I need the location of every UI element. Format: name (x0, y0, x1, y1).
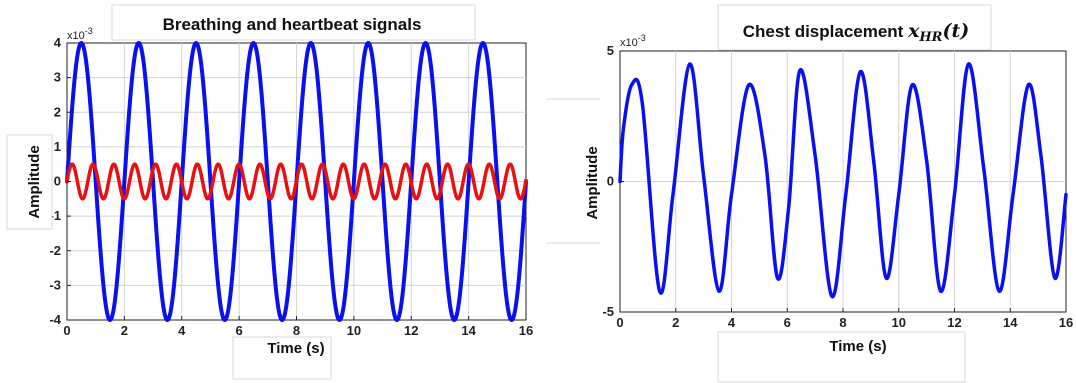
chart-2-x-label: Time (s) (829, 338, 886, 355)
chart-1-x-label: Time (s) (267, 340, 324, 357)
chart-1-title-box (111, 4, 476, 41)
chart-2-y-label: Amplitude (584, 146, 601, 219)
chart-2-y-ticks: 5 0 -5 (602, 43, 624, 319)
chart-1-x-tick-label: 14 (461, 323, 476, 338)
chart-1-y-tick-label: 4 (54, 35, 62, 50)
chart-1-xlabel-box (232, 336, 332, 380)
chart-1-x-tick-label: 2 (121, 323, 128, 338)
chart-2-title: Chest displacement xHR(t) (743, 20, 970, 45)
chart-2-title-box (717, 4, 992, 51)
chart-1-y-tick-label: 2 (54, 104, 61, 119)
chart-2-x-tick-label: 14 (1003, 315, 1018, 330)
chart-2-title-text: Chest displacement (743, 22, 908, 41)
chart-2-y-tick-label: 0 (607, 174, 614, 189)
chart-2: Chest displacement xHR(t) 0 2 4 6 8 10 12 14 16 … (546, 4, 1073, 383)
chart-2-x-tick-label: 6 (784, 315, 791, 330)
chart-2-x-tick-label: 16 (1059, 315, 1073, 330)
chart-2-series (618, 62, 1068, 299)
chart-1-x-ticks: 0 2 4 6 8 10 12 14 16 (63, 316, 533, 338)
chart-1-y-tick-label: -3 (49, 277, 61, 292)
chart-2-x-ticks: 0 2 4 6 8 10 12 14 16 (616, 308, 1073, 330)
chart-1-y-tick-label: -2 (49, 243, 61, 258)
chart-2-y-exponent: x10-3 (620, 33, 646, 49)
chart-1-x-tick-label: 10 (347, 323, 361, 338)
chart-2-xlabel-box (717, 331, 966, 383)
chart-1-x-tick-label: 12 (404, 323, 418, 338)
chart-1-x-tick-label: 8 (293, 323, 300, 338)
chart-1-title: Breathing and heartbeat signals (163, 15, 422, 34)
chart-1-series-line-2 (65, 162, 528, 201)
chart-2-x-tick-label: 4 (728, 315, 736, 330)
chart-1-x-tick-label: 4 (178, 323, 186, 338)
chart-1-x-tick-label: 0 (63, 323, 70, 338)
chart-2-y-tick-label: -5 (602, 304, 614, 319)
chart-1-series (65, 41, 528, 322)
chart-1-y-tick-label: -4 (49, 312, 61, 327)
chart-1: Breathing and heartbeat signals 0 2 4 6 8 10 1… (6, 4, 533, 380)
chart-1-y-exponent: x10-3 (67, 26, 93, 42)
chart-2-y-tick-label: 5 (607, 43, 614, 58)
chart-2-series-line-1 (618, 62, 1068, 299)
chart-1-y-tick-label: 1 (54, 139, 61, 154)
chart-2-x-tick-label: 8 (839, 315, 846, 330)
chart-1-x-tick-label: 6 (236, 323, 243, 338)
chart-2-x-tick-label: 10 (892, 315, 906, 330)
chart-2-x-tick-label: 12 (947, 315, 961, 330)
chart-1-y-tick-label: -1 (49, 208, 61, 223)
chart-1-ylabel-box (6, 134, 53, 230)
chart-1-x-tick-label: 16 (519, 323, 533, 338)
chart-2-x-tick-label: 0 (616, 315, 623, 330)
chart-1-y-tick-label: 0 (54, 174, 61, 189)
chart-1-y-tick-label: 3 (54, 70, 61, 85)
chart-1-y-ticks: 4 3 2 1 0 -1 -2 -3 -4 (49, 35, 71, 327)
chart-2-x-tick-label: 2 (672, 315, 679, 330)
chart-1-y-label: Amplitude (26, 145, 43, 218)
